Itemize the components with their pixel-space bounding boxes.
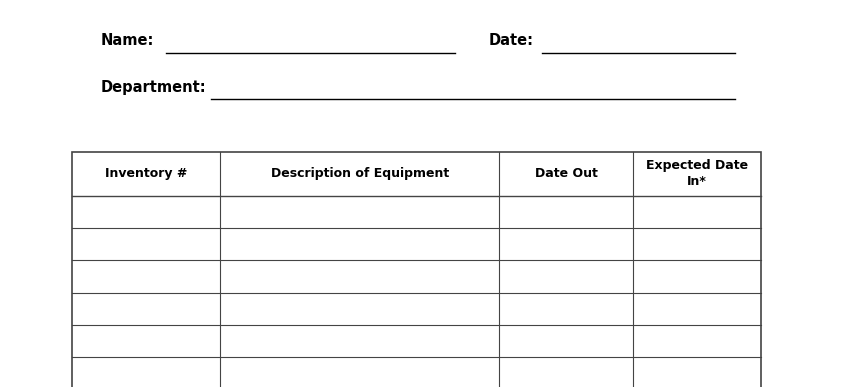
Text: Name:: Name: [100,33,154,48]
Text: Expected Date
In*: Expected Date In* [646,159,748,188]
Text: Department:: Department: [100,80,206,95]
Text: Date:: Date: [489,33,534,48]
Text: Description of Equipment: Description of Equipment [270,168,449,180]
Text: Inventory #: Inventory # [105,168,188,180]
Bar [72,152,761,387]
Text: Date Out: Date Out [535,168,598,180]
